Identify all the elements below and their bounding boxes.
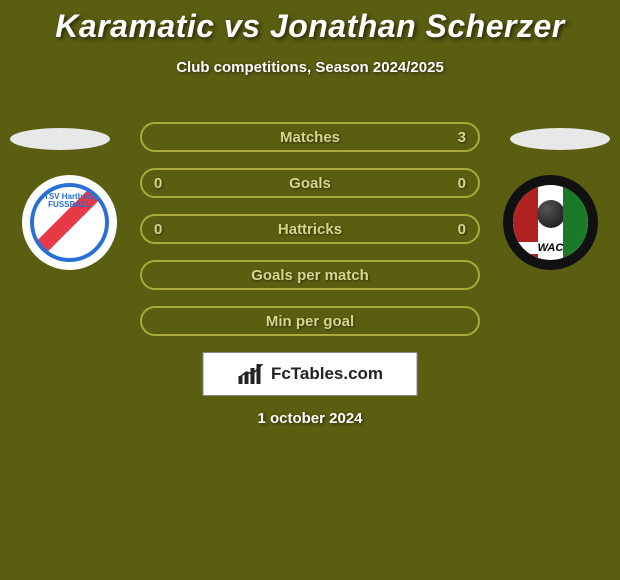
- stat-label: Hattricks: [278, 221, 342, 238]
- stat-label: Goals: [289, 175, 331, 192]
- stat-row-matches: Matches 3: [140, 122, 480, 152]
- footer-date: 1 october 2024: [0, 410, 620, 427]
- brand-box[interactable]: FcTables.com: [203, 352, 418, 396]
- stat-left-value: 0: [154, 175, 162, 192]
- stat-label: Min per goal: [266, 313, 354, 330]
- club-badge-left-text: TSV Hartberg FUSSBALL: [44, 193, 95, 209]
- club-badge-left: TSV Hartberg FUSSBALL: [22, 175, 117, 270]
- club-badge-right: WAC: [503, 175, 598, 270]
- stat-label: Goals per match: [251, 267, 369, 284]
- stats-table: Matches 3 0 Goals 0 0 Hattricks 0 Goals …: [140, 122, 480, 352]
- stat-right-value: 3: [458, 129, 466, 146]
- stat-row-min-per-goal: Min per goal: [140, 306, 480, 336]
- stat-left-value: 0: [154, 221, 162, 238]
- stat-row-goals-per-match: Goals per match: [140, 260, 480, 290]
- player-photo-right: [510, 128, 610, 150]
- stat-row-hattricks: 0 Hattricks 0: [140, 214, 480, 244]
- stat-right-value: 0: [458, 175, 466, 192]
- page-title: Karamatic vs Jonathan Scherzer: [0, 0, 620, 45]
- club-badge-right-text: WAC: [513, 242, 588, 254]
- player-photo-left: [10, 128, 110, 150]
- brand-text: FcTables.com: [271, 364, 383, 384]
- stat-label: Matches: [280, 129, 340, 146]
- soccer-ball-icon: [537, 200, 565, 228]
- page-subtitle: Club competitions, Season 2024/2025: [0, 59, 620, 76]
- stat-row-goals: 0 Goals 0: [140, 168, 480, 198]
- chart-icon: [237, 362, 267, 386]
- club-badge-right-inner: WAC: [513, 185, 588, 260]
- club-badge-left-inner: TSV Hartberg FUSSBALL: [30, 183, 109, 262]
- stat-right-value: 0: [458, 221, 466, 238]
